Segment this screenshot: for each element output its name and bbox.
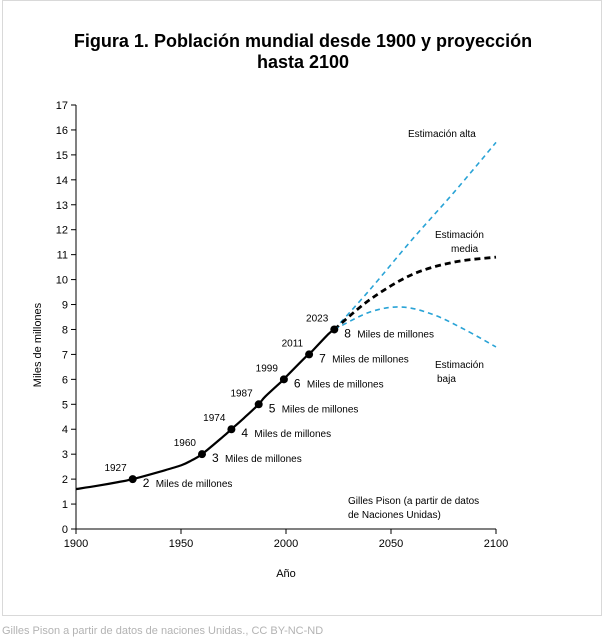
milestone-value-label: 2 xyxy=(143,476,150,490)
high-estimate-line xyxy=(333,141,497,331)
milestone-year-label: 2023 xyxy=(306,313,329,324)
y-tick-label: 15 xyxy=(56,150,68,162)
y-tick-label: 2 xyxy=(62,474,68,486)
milestone-unit-label: Miles de millones xyxy=(282,404,359,415)
milestones-layer: 1927 2 Miles de millones 1960 3 Miles de mill… xyxy=(104,313,434,490)
chart-title: Figura 1. Población mundial desde 1900 y… xyxy=(3,31,603,73)
medium-estimate-label-line-1: Estimación xyxy=(435,230,484,241)
low-estimate-label-line-1: Estimación xyxy=(435,360,484,371)
milestone-point xyxy=(128,475,137,484)
y-tick-label: 16 xyxy=(56,125,68,137)
y-tick-label: 10 xyxy=(56,275,68,287)
milestone-point xyxy=(330,325,339,334)
milestone-point xyxy=(254,400,263,409)
low-estimate-line xyxy=(333,306,497,348)
source-note-line-2: de Naciones Unidas) xyxy=(348,510,441,521)
low-estimate-label-line-2: baja xyxy=(437,374,456,385)
milestone-year-label: 1960 xyxy=(174,438,197,449)
image-caption: Gilles Pison a partir de datos de nacion… xyxy=(2,625,324,637)
high-estimate-label: Estimación alta xyxy=(408,129,476,140)
milestone-year-label: 1987 xyxy=(230,388,253,399)
milestone-unit-label: Miles de millones xyxy=(225,454,302,465)
milestone-year-label: 1999 xyxy=(256,363,279,374)
chart-title-line-2: hasta 2100 xyxy=(256,52,350,72)
x-tick-label: 2050 xyxy=(379,538,403,550)
milestone-value-label: 4 xyxy=(241,426,248,440)
milestone-value-label: 5 xyxy=(269,401,276,415)
y-tick-label: 17 xyxy=(56,100,68,112)
figure-frame: Figura 1. Población mundial desde 1900 y… xyxy=(2,0,602,616)
y-tick-label: 12 xyxy=(56,225,68,237)
milestone-unit-label: Miles de millones xyxy=(307,379,384,390)
milestone-point xyxy=(198,450,206,459)
milestone-point xyxy=(279,375,288,384)
milestone-value-label: 6 xyxy=(294,376,301,390)
milestone-value-label: 3 xyxy=(212,451,219,465)
medium-estimate-line xyxy=(333,255,497,331)
y-tick-label: 7 xyxy=(62,349,68,361)
x-tick-label: 2000 xyxy=(274,538,298,550)
milestone-unit-label: Miles de millones xyxy=(357,329,434,340)
chart-title-line-1: Figura 1. Población mundial desde 1900 y… xyxy=(73,31,533,51)
milestone-year-label: 2011 xyxy=(282,338,304,349)
annotations-layer: Estimación alta Estimación media Estimación… xyxy=(348,129,484,521)
milestone-unit-label: Miles de millones xyxy=(156,479,233,490)
y-tick-label: 0 xyxy=(62,524,68,536)
source-note-line-1: Gilles Pison (a partir de datos xyxy=(348,496,479,507)
y-tick-label: 4 xyxy=(62,424,68,436)
milestone-value-label: 8 xyxy=(344,326,351,340)
x-tick-label: 1950 xyxy=(169,538,193,550)
y-tick-label: 8 xyxy=(62,324,68,336)
y-tick-label: 6 xyxy=(62,374,68,386)
y-tick-label: 13 xyxy=(56,200,68,212)
milestone-year-label: 1974 xyxy=(203,413,226,424)
milestone-point xyxy=(305,350,314,359)
milestone-year-label: 1927 xyxy=(104,463,127,474)
x-tick-label: 2100 xyxy=(484,538,508,550)
y-tick-label: 1 xyxy=(62,499,68,511)
milestone-point xyxy=(227,425,236,434)
y-axis-label: Miles de millones xyxy=(32,302,44,387)
x-tick-label: 1900 xyxy=(64,538,88,550)
y-tick-label: 3 xyxy=(62,449,68,461)
milestone-unit-label: Miles de millones xyxy=(332,354,409,365)
y-tick-label: 5 xyxy=(62,399,68,411)
milestone-value-label: 7 xyxy=(319,351,326,365)
y-tick-label: 14 xyxy=(56,175,68,187)
milestone-unit-label: Miles de millones xyxy=(254,429,331,440)
medium-estimate-label-line-2: media xyxy=(451,244,479,255)
y-tick-label: 11 xyxy=(57,250,68,262)
x-axis-label: Año xyxy=(276,568,296,580)
y-tick-label: 9 xyxy=(62,300,68,312)
